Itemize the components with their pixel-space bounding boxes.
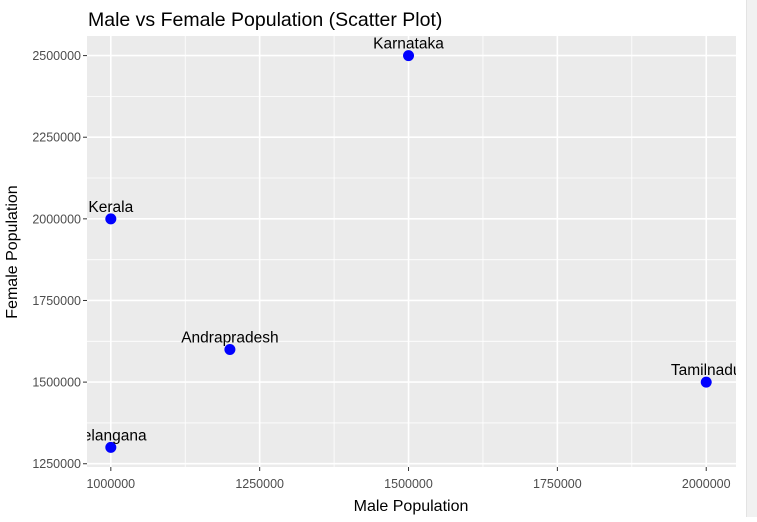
data-point (105, 441, 117, 453)
data-label: Karnataka (373, 36, 444, 53)
x-tick-label: 1500000 (384, 477, 433, 491)
y-tick-label: 2500000 (32, 49, 81, 63)
data-label: Andrapradesh (181, 329, 278, 346)
data-label: Kerala (88, 199, 133, 216)
data-points (105, 50, 712, 453)
data-point (700, 376, 712, 388)
x-tick-label: 1250000 (235, 477, 284, 491)
y-tick-label: 2000000 (32, 212, 81, 226)
x-tick-label: 2000000 (682, 477, 731, 491)
y-tick-label: 1250000 (32, 457, 81, 471)
x-tick-label: 1750000 (533, 477, 582, 491)
x-tick-label: 1000000 (86, 477, 135, 491)
data-point (403, 50, 415, 62)
scrollbar-track[interactable] (746, 0, 757, 517)
plot-panel (87, 36, 736, 467)
point-labels: Karnataka Kerala Andrapradesh Tamilnadu Tela… (75, 36, 742, 444)
y-axis-ticks: 1250000 1500000 1750000 2000000 2250000 25000… (32, 49, 87, 471)
data-point (105, 213, 117, 225)
y-tick-label: 2250000 (32, 131, 81, 145)
data-point (224, 343, 236, 355)
x-axis-ticks: 1000000 1250000 1500000 1750000 2000000 (86, 467, 731, 491)
data-label: Telangana (75, 427, 147, 444)
y-tick-label: 1750000 (32, 294, 81, 308)
x-axis-label: Male Population (354, 498, 469, 515)
chart-title: Male vs Female Population (Scatter Plot) (88, 9, 442, 31)
grid-lines (87, 36, 736, 467)
y-tick-label: 1500000 (32, 376, 81, 390)
y-axis-label: Female Population (4, 185, 21, 318)
data-label: Tamilnadu (671, 362, 742, 379)
